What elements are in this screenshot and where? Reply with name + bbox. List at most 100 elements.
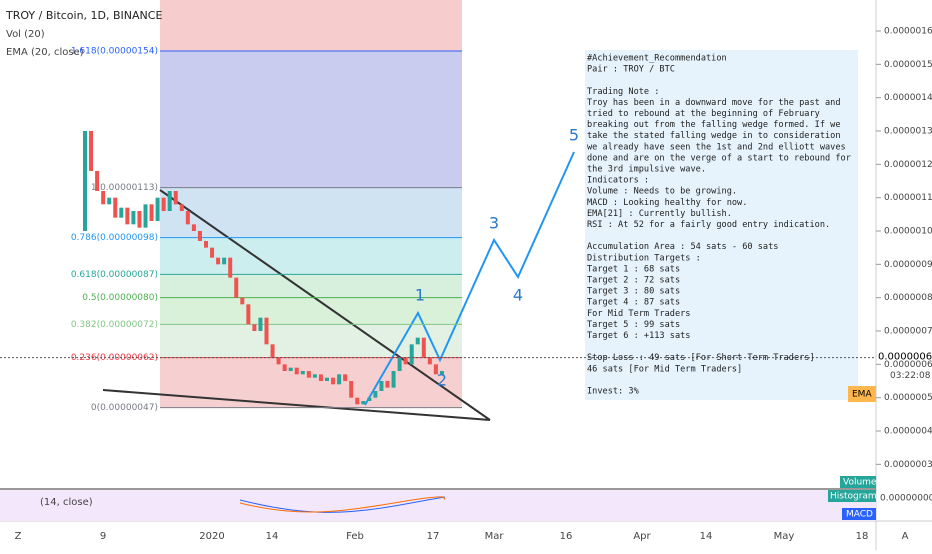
candle xyxy=(222,257,227,265)
ema-tag-bg xyxy=(848,386,876,402)
candle xyxy=(185,211,190,225)
macd-tag-bg xyxy=(842,508,876,520)
candle xyxy=(318,374,323,381)
candle xyxy=(173,191,178,205)
zero-label: 0.00000000 xyxy=(880,494,932,504)
note-line: Trading Note : xyxy=(587,87,659,97)
candle xyxy=(258,317,263,331)
elliott-projection xyxy=(364,151,575,406)
note-box xyxy=(585,50,858,400)
note-line: tried to rebound at the beginning of Feb… xyxy=(587,109,820,119)
candle xyxy=(373,391,378,398)
candle xyxy=(325,377,329,381)
candle xyxy=(385,381,390,388)
ema-legend: EMA (20, close) xyxy=(6,47,84,58)
current-price-label: 0.00000062 xyxy=(878,352,932,363)
candle xyxy=(361,401,366,405)
candle xyxy=(246,304,251,325)
candle xyxy=(288,367,293,371)
note-line: Stop Loss : 49 sats [For Short Term Trad… xyxy=(587,353,815,363)
date-label: 14 xyxy=(266,531,279,542)
macd-tag: MACD xyxy=(846,510,873,520)
note-line: Distribution Targets : xyxy=(587,253,701,263)
indicator-pane xyxy=(0,490,876,521)
note-line: #Achievement_Recommendation xyxy=(587,54,727,64)
candle xyxy=(107,197,112,205)
candle xyxy=(349,381,354,398)
candle xyxy=(421,337,426,358)
candle xyxy=(264,317,269,345)
date-label: 18 xyxy=(856,531,869,542)
note-line: Accumulation Area : 54 sats - 60 sats xyxy=(587,242,778,252)
note-line: Invest: 3% xyxy=(587,387,640,397)
note-line: Target 6 : +113 sats xyxy=(587,331,690,341)
price-tick-label: 0.00000080 xyxy=(884,293,932,303)
candle xyxy=(337,374,342,385)
signal-line xyxy=(239,496,446,513)
candle xyxy=(433,364,438,375)
price-tick-label: 0.00000030 xyxy=(884,460,932,470)
date-label: May xyxy=(774,531,795,542)
note-line: For Mid Term Traders xyxy=(587,309,690,319)
candle xyxy=(83,131,87,231)
candle xyxy=(95,171,100,191)
date-label: Apr xyxy=(633,531,651,542)
candle xyxy=(119,207,124,218)
candle xyxy=(89,131,94,171)
volume-tag: Volume xyxy=(843,478,877,488)
candle xyxy=(137,211,142,228)
wedge-lower xyxy=(102,389,491,421)
wave-label: 4 xyxy=(513,286,523,305)
candle xyxy=(331,377,336,385)
date-label: 17 xyxy=(427,531,440,542)
candle xyxy=(149,204,154,221)
candle xyxy=(191,224,196,231)
wave-label: 2 xyxy=(437,371,447,390)
candle xyxy=(125,207,130,225)
candle xyxy=(300,371,305,375)
wave-label: 3 xyxy=(489,214,499,233)
candle xyxy=(343,374,348,381)
candle xyxy=(415,337,420,345)
candle xyxy=(397,357,402,371)
candle xyxy=(270,344,275,358)
candle xyxy=(228,257,233,278)
note-line: Troy has been in a downward move for the… xyxy=(587,98,841,108)
note-line: RSI : At 52 for a fairly good entry indi… xyxy=(587,220,830,230)
ema-tag: EMA xyxy=(852,390,872,400)
note-line: 46 sats [For Mid Term Traders] xyxy=(587,364,742,374)
corner-left: Z xyxy=(15,531,22,542)
symbol-title: TROY / Bitcoin, 1D, BINANCE xyxy=(5,9,162,22)
candle xyxy=(155,197,160,221)
date-label: 14 xyxy=(700,531,713,542)
note-line: breaking out from the falling wedge form… xyxy=(587,120,841,130)
countdown: 03:22:08 xyxy=(890,371,931,381)
note-line: Volume : Needs to be growing. xyxy=(587,187,737,197)
histogram-tag-bg xyxy=(828,490,876,502)
fib-label: 0.786(0.00000098) xyxy=(71,233,158,243)
rsi-legend: (14, close) xyxy=(40,497,93,508)
candle xyxy=(276,357,281,365)
fib-band xyxy=(160,187,462,238)
wave-label: 1 xyxy=(415,286,425,305)
candle xyxy=(294,367,299,375)
date-label: Feb xyxy=(346,531,364,542)
candle xyxy=(312,374,317,378)
candle xyxy=(101,191,106,205)
candle xyxy=(403,357,408,365)
vol-legend: Vol (20) xyxy=(6,29,45,40)
note-line: Pair : TROY / BTC xyxy=(587,65,675,75)
candle xyxy=(306,371,311,378)
date-label: 2020 xyxy=(199,531,224,542)
histogram-tag: Histogram xyxy=(830,492,877,502)
candle xyxy=(240,297,245,305)
fib-band xyxy=(160,51,462,188)
